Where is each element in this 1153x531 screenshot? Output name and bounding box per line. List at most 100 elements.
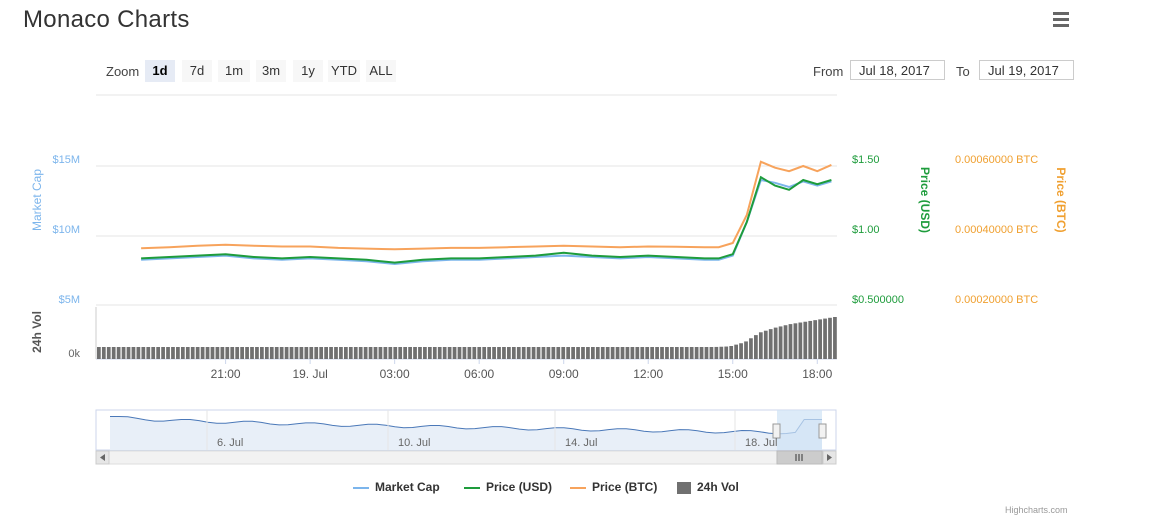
volume-bar <box>630 347 635 359</box>
navigator-mask[interactable] <box>777 410 822 450</box>
legend-item-market-cap[interactable]: Market Cap <box>353 480 440 494</box>
volume-bar <box>136 347 141 359</box>
volume-bar <box>689 347 694 359</box>
x-tick-label: 03:00 <box>380 367 410 381</box>
navigator-left-handle[interactable] <box>772 423 781 439</box>
arrow-right-icon <box>827 454 832 461</box>
volume-bar <box>344 347 348 359</box>
volume-bar <box>304 347 309 359</box>
volume-bar <box>773 327 778 359</box>
zoom-button-all[interactable]: ALL <box>366 60 396 82</box>
volume-bar <box>813 320 818 359</box>
volume-bar <box>818 319 822 359</box>
volume-bar <box>185 347 190 359</box>
volume-bar <box>299 347 304 359</box>
volume-bar <box>447 347 452 359</box>
usd-tick: $1.50 <box>852 154 880 166</box>
volume-bar <box>418 347 422 359</box>
to-label: To <box>956 64 970 79</box>
legend-item-24h-vol[interactable]: 24h Vol <box>677 480 739 494</box>
volume-bar <box>264 347 269 359</box>
legend-label: Market Cap <box>375 480 440 494</box>
x-tick-label: 18:00 <box>802 367 832 381</box>
zoom-button-3m[interactable]: 3m <box>256 60 286 82</box>
market-cap-axis-title: Market Cap <box>30 169 44 231</box>
volume-bar <box>600 347 605 359</box>
volume-bar <box>497 347 501 359</box>
volume-bar <box>432 347 437 359</box>
from-date-input[interactable]: Jul 18, 2017 <box>850 60 945 80</box>
volume-bar <box>472 347 477 359</box>
zoom-button-ytd[interactable]: YTD <box>328 60 360 82</box>
btc-axis-title: Price (BTC) <box>1054 167 1068 232</box>
volume-bar <box>595 347 600 359</box>
btc-tick: 0.00020000 BTC <box>955 294 1038 306</box>
volume-bar <box>255 347 259 359</box>
volume-bar <box>230 347 235 359</box>
legend: Market Cap Price (USD) Price (BTC) 24h V… <box>0 480 1153 498</box>
market-cap-tick: $10M <box>52 224 80 236</box>
volume-bar <box>768 329 773 359</box>
volume-bar <box>111 347 116 359</box>
volume-bar <box>101 347 106 359</box>
volume-bar <box>699 347 704 359</box>
x-tick-label: 19. Jul <box>292 367 327 381</box>
volume-bar <box>408 347 412 359</box>
volume-bar <box>284 347 289 359</box>
page-title: Monaco Charts <box>23 6 190 33</box>
legend-item-price-btc[interactable]: Price (BTC) <box>570 480 657 494</box>
credits-link[interactable]: Highcharts.com <box>1005 505 1068 515</box>
volume-bar <box>393 347 398 359</box>
navigator-right-handle[interactable] <box>818 423 827 439</box>
legend-item-price-usd[interactable]: Price (USD) <box>464 480 552 494</box>
volume-bar <box>106 347 111 359</box>
legend-label: 24h Vol <box>697 480 739 494</box>
volume-bar <box>334 347 338 359</box>
volume-bar <box>724 346 729 359</box>
volume-bar <box>541 347 546 359</box>
zoom-button-1m[interactable]: 1m <box>218 60 250 82</box>
volume-bar <box>388 347 393 359</box>
volume-bar <box>788 324 793 359</box>
zoom-button-1d[interactable]: 1d <box>145 60 175 82</box>
volume-bar <box>758 332 763 359</box>
volume-bar <box>274 347 279 359</box>
navigator-tick-label: 14. Jul <box>565 437 597 449</box>
volume-bar <box>176 347 180 359</box>
volume-bar <box>655 347 659 359</box>
volume-bar <box>156 347 161 359</box>
volume-bar <box>823 318 827 359</box>
volume-bar <box>260 347 264 359</box>
legend-line-icon <box>353 486 369 489</box>
volume-bar <box>462 347 467 359</box>
volume-bar <box>190 347 195 359</box>
volume-bar <box>210 347 215 359</box>
x-tick-label: 09:00 <box>549 367 579 381</box>
volume-bar <box>324 347 328 359</box>
volume-bar <box>803 321 808 359</box>
zoom-button-1y[interactable]: 1y <box>293 60 323 82</box>
zoom-button-7d[interactable]: 7d <box>182 60 212 82</box>
volume-bar <box>763 330 768 359</box>
volume-bar <box>121 347 126 359</box>
hamburger-menu-icon[interactable] <box>1050 12 1072 30</box>
from-label: From <box>813 64 844 79</box>
volume-bar <box>516 347 521 359</box>
volume-bar <box>368 347 373 359</box>
volume-bar <box>551 347 556 359</box>
volume-bar <box>427 347 432 359</box>
scrollbar-track[interactable] <box>95 450 837 465</box>
market-cap-line <box>141 178 832 266</box>
volume-bar <box>793 323 798 359</box>
volume-bar <box>571 347 575 359</box>
volume-bar <box>235 347 240 359</box>
volume-bar <box>739 343 743 359</box>
x-tick-label: 21:00 <box>211 367 241 381</box>
volume-bar <box>116 347 121 359</box>
volume-bar <box>615 347 620 359</box>
to-date-input[interactable]: Jul 19, 2017 <box>979 60 1074 80</box>
volume-bar <box>665 347 669 359</box>
volume-bar <box>487 347 491 359</box>
volume-bar <box>166 347 170 359</box>
volume-bar <box>833 317 837 359</box>
